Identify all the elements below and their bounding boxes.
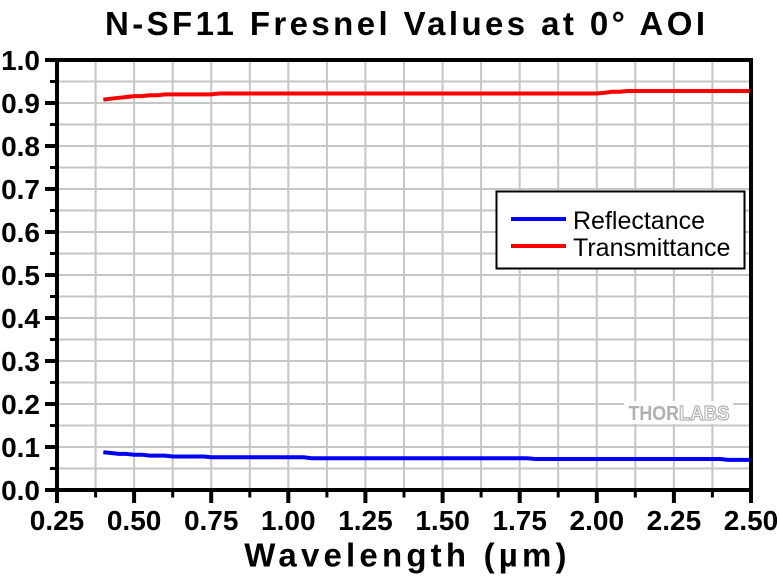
svg-text:0.4: 0.4 xyxy=(1,303,40,334)
svg-text:0.2: 0.2 xyxy=(1,389,40,420)
svg-text:0.0: 0.0 xyxy=(1,475,40,506)
svg-text:LABS: LABS xyxy=(679,403,730,425)
svg-text:0.3: 0.3 xyxy=(1,346,40,377)
svg-text:2.25: 2.25 xyxy=(647,505,702,536)
svg-text:0.1: 0.1 xyxy=(1,432,40,463)
svg-text:1.75: 1.75 xyxy=(492,505,547,536)
svg-text:0.25: 0.25 xyxy=(30,505,85,536)
svg-text:Wavelength (µm): Wavelength (µm) xyxy=(244,537,570,574)
svg-text:0.7: 0.7 xyxy=(1,174,40,205)
svg-text:1.00: 1.00 xyxy=(261,505,316,536)
svg-text:2.00: 2.00 xyxy=(570,505,625,536)
svg-text:Reflectance: Reflectance xyxy=(573,207,705,235)
svg-text:2.50: 2.50 xyxy=(724,505,779,536)
svg-text:0.50: 0.50 xyxy=(107,505,162,536)
svg-text:1.25: 1.25 xyxy=(338,505,393,536)
svg-text:0.8: 0.8 xyxy=(1,131,40,162)
svg-text:THOR: THOR xyxy=(629,403,680,425)
svg-text:0.5: 0.5 xyxy=(1,260,40,291)
svg-text:1.50: 1.50 xyxy=(415,505,470,536)
svg-text:0.75: 0.75 xyxy=(184,505,239,536)
svg-text:N-SF11 Fresnel Values at 0° AO: N-SF11 Fresnel Values at 0° AOI xyxy=(105,5,708,42)
svg-text:Transmittance: Transmittance xyxy=(573,234,730,262)
svg-text:0.6: 0.6 xyxy=(1,217,40,248)
svg-text:0.9: 0.9 xyxy=(1,88,40,119)
svg-text:1.0: 1.0 xyxy=(1,45,40,76)
